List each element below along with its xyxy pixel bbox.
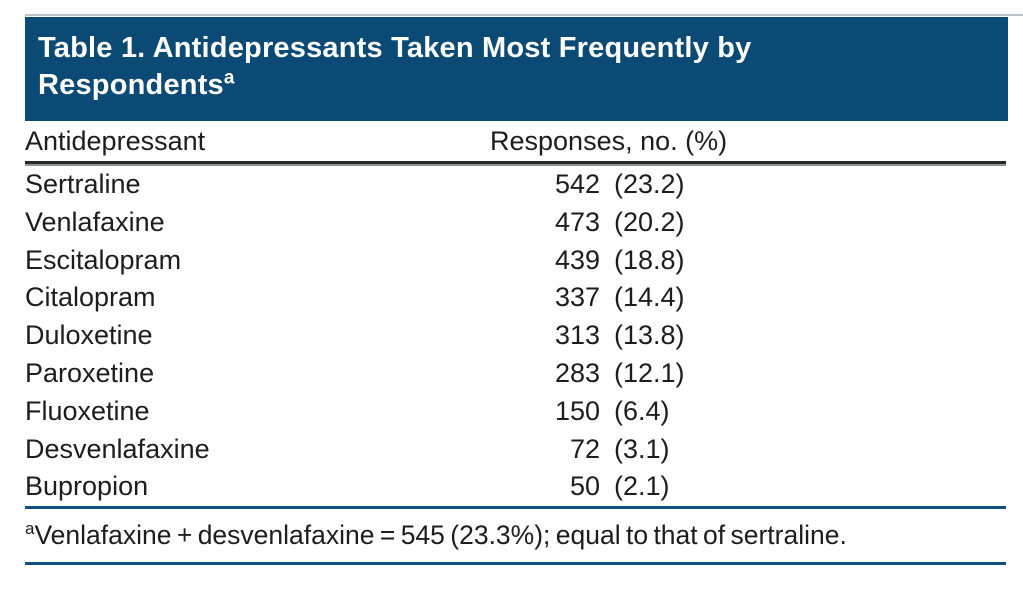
title-footnote-marker: a: [223, 67, 235, 89]
header-double-rule: [25, 161, 1006, 166]
drug-name: Paroxetine: [25, 357, 155, 388]
table-row: Duloxetine 313 (13.8): [25, 317, 1008, 355]
response-count: 473: [554, 206, 600, 237]
response-value: 50 (2.1): [553, 468, 670, 506]
table-row: Escitalopram 439 (18.8): [25, 242, 1008, 280]
response-value: 313 (13.8): [553, 317, 685, 355]
response-count: 542: [554, 169, 600, 199]
column-header-antidepressant: Antidepressant: [25, 126, 206, 156]
response-count: 337: [554, 282, 600, 313]
table-row: Citalopram 337 (14.4): [25, 279, 1008, 317]
drug-name: Bupropion: [25, 471, 149, 502]
drug-name: Desvenlafaxine: [25, 433, 210, 464]
footnote-top-rule: [25, 506, 1006, 510]
footnote-bottom-rule: [25, 562, 1006, 566]
drug-name: Sertraline: [25, 169, 141, 199]
top-divider: [25, 14, 1023, 16]
table-title-line1: Table 1. Antidepressants Taken Most Freq…: [38, 32, 752, 64]
response-percent: (2.1): [614, 471, 670, 502]
table-row: Bupropion 50 (2.1): [25, 468, 1008, 506]
response-count: 150: [554, 395, 600, 426]
response-value: 150 (6.4): [553, 393, 670, 431]
response-percent: (18.8): [614, 244, 685, 275]
response-value: 72 (3.1): [553, 431, 670, 469]
header-rule-dark-line: [25, 161, 1006, 164]
response-percent: (13.8): [614, 320, 685, 351]
response-percent: (14.4): [614, 282, 685, 313]
response-percent: (6.4): [614, 395, 670, 426]
response-percent: (12.1): [614, 357, 685, 388]
response-value: 542 (23.2): [553, 166, 685, 204]
drug-name: Escitalopram: [25, 244, 182, 275]
column-header-responses: Responses, no. (%): [490, 126, 728, 156]
drug-name: Fluoxetine: [25, 395, 150, 426]
drug-name: Citalopram: [25, 282, 156, 313]
antidepressants-table: Antidepressant Responses, no. (%) Sertra…: [25, 121, 1008, 566]
drug-name: Duloxetine: [25, 320, 153, 351]
response-value: 439 (18.8): [553, 242, 685, 280]
response-value: 337 (14.4): [553, 279, 685, 317]
response-percent: (20.2): [614, 206, 685, 237]
table-title: Table 1. Antidepressants Taken Most Freq…: [25, 17, 1008, 104]
table-row: Venlafaxine 473 (20.2): [25, 204, 1008, 242]
response-value: 473 (20.2): [553, 204, 685, 242]
footnote-text: Venlafaxine + desvenlafaxine = 545 (23.3…: [34, 520, 847, 551]
footnote-marker: a: [25, 519, 35, 539]
response-percent: (3.1): [614, 433, 670, 464]
table-title-line2: Respondents: [38, 69, 224, 101]
header-rule-gray-line: [25, 164, 1006, 166]
table-row: Fluoxetine 150 (6.4): [25, 393, 1008, 431]
response-value: 283 (12.1): [553, 355, 685, 393]
response-count: 72: [569, 433, 600, 464]
column-header-row: Antidepressant Responses, no. (%): [25, 121, 1008, 161]
response-count: 439: [554, 244, 600, 275]
table-row: Paroxetine 283 (12.1): [25, 355, 1008, 393]
response-count: 283: [554, 357, 600, 388]
response-percent: (23.2): [614, 169, 685, 199]
table-row: Sertraline 542 (23.2): [25, 166, 1008, 204]
table-footnote: aVenlafaxine + desvenlafaxine = 545 (23.…: [25, 509, 1008, 560]
table-title-bar: Table 1. Antidepressants Taken Most Freq…: [25, 17, 1008, 121]
drug-name: Venlafaxine: [25, 206, 165, 237]
response-count: 50: [569, 471, 600, 502]
response-count: 313: [554, 320, 600, 351]
table-row: Desvenlafaxine 72 (3.1): [25, 431, 1008, 469]
